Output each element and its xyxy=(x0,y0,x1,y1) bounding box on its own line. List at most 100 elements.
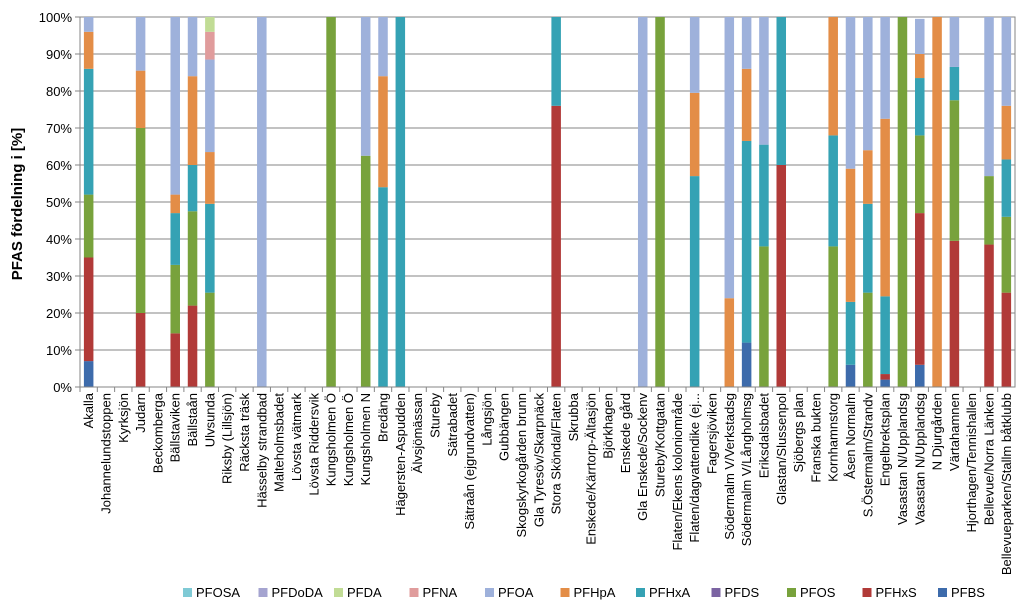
x-tick-label: Bellevue/Norra Länken xyxy=(982,393,997,525)
bar-segment-pfhpa xyxy=(83,31,94,69)
x-tick-label: Kungsholmen N xyxy=(358,393,373,486)
x-tick-label: Eriksdalsbadet xyxy=(756,393,771,479)
x-tick-label: Sätrabadet xyxy=(445,393,460,457)
legend-label-pfhxa: PFHxA xyxy=(649,585,691,600)
bar-segment-pfhxa xyxy=(741,140,752,343)
legend: PFOSA PFDoDA PFDA PFNA PFOA PFHpA PFHxA PFDS PFO… xyxy=(183,585,985,600)
x-tick-label: Södermalm V/Långholmsg xyxy=(739,393,754,546)
bar-segment-pfbs xyxy=(880,379,890,387)
bar-segment-pfhxs xyxy=(170,333,180,387)
legend-swatch-pfbs xyxy=(938,588,947,597)
x-tick-label: Riksby (Lillsjön) xyxy=(220,393,235,484)
bar-segment-pfos xyxy=(949,100,960,241)
bar-segment-pfhpa xyxy=(828,17,838,136)
bar-segment-pfhxa xyxy=(551,17,561,106)
x-tick-label: Judarn xyxy=(133,393,148,433)
bar-segment-pfos xyxy=(83,194,94,258)
bar-segment-pfhxs xyxy=(880,374,890,380)
x-tick-label: Räcksta träsk xyxy=(237,393,252,472)
bar-segment-pfhxs xyxy=(949,240,960,387)
bar-segment-pfoa xyxy=(689,17,700,93)
y-tick-label: 90% xyxy=(46,47,72,62)
bars xyxy=(83,17,1012,388)
legend-swatch-pfhxs xyxy=(862,588,872,597)
x-tick-label: Värtahamnen xyxy=(947,393,962,471)
y-axis: 0% 10% 20% 30% 40% 50% 60% 70% 80% 90% 100% xyxy=(39,10,80,395)
x-tick-label: Åsen Normalm xyxy=(843,393,858,479)
x-tick-label: Bellevueparken/Stallm båtklubb xyxy=(999,393,1014,575)
x-tick-label: Älvsjömässan xyxy=(410,393,425,473)
bar-segment-pfos xyxy=(135,128,146,313)
y-tick-label: 50% xyxy=(46,195,72,210)
bar-segment-pfhxa xyxy=(170,213,180,265)
x-tick-label: Hägersten-Aspudden xyxy=(393,393,408,516)
bar-segment-pfhxa xyxy=(880,296,890,375)
bar-segment-pfoa xyxy=(759,17,769,145)
bar-segment-pfhxa xyxy=(205,203,215,293)
bar-segment-pfhpa xyxy=(205,152,215,204)
y-tick-label: 100% xyxy=(39,10,73,25)
x-tick-label: Björkhagen xyxy=(601,393,616,459)
bar-segment-pfhxs xyxy=(1001,292,1012,387)
bar-segment-pfhpa xyxy=(741,68,752,141)
x-tick-label: Enskede gård xyxy=(618,393,633,473)
x-tick-label: Hjorthagen/Tennishallen xyxy=(964,393,979,532)
bar-segment-pfoa xyxy=(741,17,752,69)
x-tick-label: Flaten/Ekens koloniområde xyxy=(670,393,685,551)
bar-segment-pfoa xyxy=(949,17,960,67)
y-tick-label: 30% xyxy=(46,269,72,284)
bar-segment-pfos xyxy=(655,17,665,387)
legend-swatch-pfda xyxy=(334,588,343,597)
bar-segment-pfoa xyxy=(360,17,371,156)
x-tick-label: Bällstaviken xyxy=(168,393,183,462)
x-tick-label: Vasastan N/Upplandsg xyxy=(895,393,910,525)
x-tick-label: Franska bukten xyxy=(808,393,823,483)
bar-segment-pfos xyxy=(897,17,908,387)
x-tick-label: Sjöbergs plan xyxy=(791,393,806,473)
legend-label-pfna: PFNA xyxy=(423,585,458,600)
x-tick-label: Stora Sköndal/Flaten xyxy=(549,393,564,514)
x-tick-label: Sätraån (ejgrundvatten) xyxy=(462,393,477,530)
bar-segment-pfoa xyxy=(170,17,180,195)
bar-segment-pfna xyxy=(205,31,215,60)
bar-segment-pfos xyxy=(187,211,198,306)
x-tick-label: Bällstaån xyxy=(185,393,200,446)
x-tick-label: Lövsta Riddersvik xyxy=(306,393,321,496)
x-tick-label: Kungsholmen Ö xyxy=(324,393,339,486)
bar-segment-pfbs xyxy=(915,364,925,387)
x-tick-label: Skogskyrkogården brunn xyxy=(514,393,529,538)
x-tick-label: Glastan/Slussenpol xyxy=(774,393,789,505)
bar-segment-pfhpa xyxy=(187,76,198,165)
bar-segment-pfoa xyxy=(378,17,388,77)
bar-segment-pfhpa xyxy=(135,70,146,128)
bar-segment-pfos xyxy=(326,17,336,387)
legend-swatch-pfds xyxy=(711,588,721,597)
x-tick-label: Akalla xyxy=(81,392,96,428)
bar-segment-pfoa xyxy=(187,17,198,77)
legend-swatch-pfdoda xyxy=(258,588,268,597)
x-tick-label: Johannelundstoppen xyxy=(98,393,113,514)
x-tick-label: Fagersjöviken xyxy=(704,393,719,474)
bar-segment-pfda xyxy=(205,17,215,32)
x-tick-label: Kornhamnstorg xyxy=(826,393,841,482)
bar-segment-pfhxa xyxy=(83,68,94,195)
bar-segment-pfhxs xyxy=(915,213,925,365)
bar-segment-pfhxa xyxy=(949,66,960,101)
bar-segment-pfhxa xyxy=(689,176,700,387)
legend-label-pfosa: PFOSA xyxy=(196,585,240,600)
bar-segment-pfoa xyxy=(637,17,648,387)
legend-label-pfos: PFOS xyxy=(800,585,836,600)
y-tick-label: 0% xyxy=(53,380,72,395)
bar-segment-pfoa xyxy=(83,17,94,32)
x-tick-label: Beckomberga xyxy=(150,392,165,473)
bar-segment-pfhxa xyxy=(776,17,787,165)
legend-label-pfhxs: PFHxS xyxy=(876,585,918,600)
bar-segment-pfhpa xyxy=(1001,105,1012,160)
bar-segment-pfhxs xyxy=(776,165,787,387)
x-tick-label: Kungsholmen Ö xyxy=(341,393,356,486)
legend-swatch-pfna xyxy=(409,588,419,597)
bar-segment-pfhxa xyxy=(828,135,838,247)
bar-segment-pfhpa xyxy=(378,76,388,188)
bar-segment-pfhpa xyxy=(880,118,890,297)
